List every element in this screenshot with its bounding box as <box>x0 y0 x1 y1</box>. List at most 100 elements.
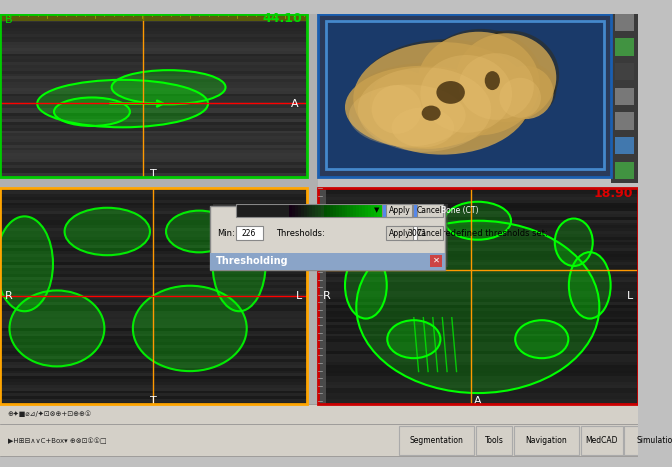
Bar <box>318 276 638 280</box>
Bar <box>280 204 284 217</box>
Text: Apply: Apply <box>388 206 411 215</box>
Bar <box>0 314 306 317</box>
Bar <box>0 333 306 336</box>
Bar <box>386 204 413 217</box>
Bar <box>0 257 306 260</box>
Bar <box>401 226 428 240</box>
Bar <box>318 342 638 345</box>
Bar <box>0 228 306 231</box>
Bar <box>318 319 638 322</box>
Bar <box>0 142 306 145</box>
Bar <box>0 14 306 177</box>
Bar <box>386 204 389 217</box>
Text: Apply: Apply <box>388 228 411 238</box>
Ellipse shape <box>499 78 541 118</box>
Bar <box>245 204 249 217</box>
Bar <box>0 271 306 274</box>
Bar <box>0 150 306 153</box>
Bar <box>318 188 325 404</box>
Ellipse shape <box>417 32 540 135</box>
Bar <box>611 14 638 183</box>
Text: A: A <box>291 99 299 108</box>
Bar <box>0 191 306 194</box>
Text: T: T <box>150 170 157 179</box>
Text: ⊕✦■⌀⊿/✦⊡⊗⊕+⊡⊕⊕①: ⊕✦■⌀⊿/✦⊡⊗⊕+⊡⊕⊕① <box>7 410 91 417</box>
Bar <box>0 82 306 85</box>
Bar <box>318 260 638 262</box>
Bar <box>0 130 306 134</box>
Bar <box>271 204 276 217</box>
Bar <box>398 425 474 455</box>
Bar <box>382 204 437 217</box>
Bar <box>401 226 428 240</box>
Bar <box>350 204 354 217</box>
Bar <box>0 240 306 242</box>
Bar <box>239 204 243 217</box>
Bar <box>0 136 306 139</box>
Bar <box>318 314 638 317</box>
Bar <box>0 188 306 404</box>
Bar <box>318 385 638 388</box>
Bar <box>0 302 306 305</box>
Bar <box>0 34 306 36</box>
Bar <box>624 425 672 455</box>
Bar <box>318 280 638 283</box>
Bar <box>615 88 634 105</box>
Bar <box>397 204 401 217</box>
Ellipse shape <box>390 95 473 149</box>
Text: 3071: 3071 <box>407 228 427 238</box>
Text: 18.90: 18.90 <box>593 187 633 200</box>
Bar <box>318 299 638 302</box>
Bar <box>309 204 313 217</box>
Bar <box>318 251 638 254</box>
Bar <box>0 134 306 136</box>
Bar <box>386 226 413 240</box>
Bar <box>295 204 298 217</box>
Bar <box>0 194 306 197</box>
Bar <box>0 268 306 271</box>
Text: Tools: Tools <box>485 436 504 445</box>
Bar <box>318 242 638 245</box>
Bar <box>0 404 638 424</box>
Bar <box>417 226 443 240</box>
Bar <box>0 85 306 88</box>
Ellipse shape <box>345 252 387 318</box>
Bar <box>212 204 448 267</box>
Bar <box>318 14 611 177</box>
Bar <box>306 204 310 217</box>
Bar <box>0 31 306 34</box>
Bar <box>0 102 306 105</box>
Bar <box>0 139 306 142</box>
Bar <box>0 165 306 168</box>
Bar <box>0 217 306 219</box>
Bar <box>347 204 351 217</box>
Bar <box>0 336 306 340</box>
Text: Cancel: Cancel <box>417 228 443 238</box>
Ellipse shape <box>65 208 150 255</box>
Ellipse shape <box>212 216 265 311</box>
Bar <box>318 340 638 342</box>
Bar <box>318 368 638 371</box>
Bar <box>318 291 638 294</box>
Bar <box>0 105 306 108</box>
Bar <box>304 204 308 217</box>
Bar <box>318 188 638 191</box>
Bar <box>0 385 306 388</box>
Bar <box>289 204 293 217</box>
Bar <box>0 168 306 170</box>
Bar <box>242 204 246 217</box>
Ellipse shape <box>420 55 512 133</box>
Ellipse shape <box>421 106 441 121</box>
Bar <box>318 200 638 203</box>
Bar <box>476 425 513 455</box>
Bar <box>0 74 306 77</box>
Bar <box>306 14 318 183</box>
Ellipse shape <box>345 66 501 149</box>
Bar <box>318 214 638 217</box>
Bar <box>0 226 306 228</box>
Bar <box>318 376 638 379</box>
Bar <box>386 226 413 240</box>
Bar <box>0 39 306 42</box>
Bar <box>292 204 296 217</box>
Bar <box>318 390 638 393</box>
